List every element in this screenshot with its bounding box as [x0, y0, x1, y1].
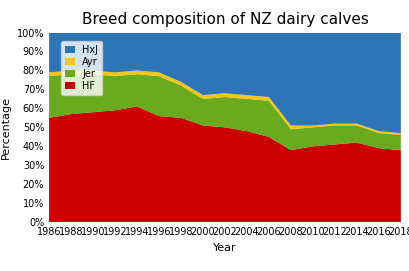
- Legend: HxJ, Ayr, Jer, HF: HxJ, Ayr, Jer, HF: [61, 41, 102, 95]
- X-axis label: Year: Year: [213, 243, 237, 253]
- Y-axis label: Percentage: Percentage: [1, 96, 11, 159]
- Title: Breed composition of NZ dairy calves: Breed composition of NZ dairy calves: [81, 12, 369, 27]
